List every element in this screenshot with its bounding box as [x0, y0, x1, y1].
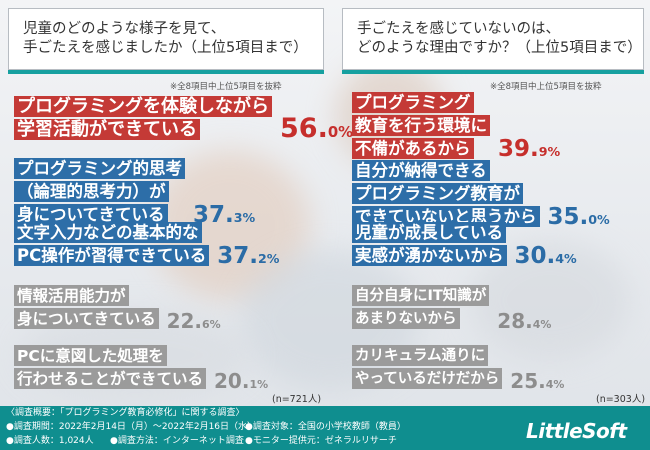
left-bar-item-3: 文字入力などの基本的な PC操作が習得できている 37.2%: [14, 222, 279, 268]
left-value-label: 56.0%: [280, 113, 354, 144]
right-category-label: 自分が納得できる プログラミング教育が できていないと思うから: [352, 160, 540, 229]
left-bar-item-5: PCに意図した処理を 行わせることができている 20.1%: [14, 345, 268, 391]
right-bar-item-2: 自分が納得できる プログラミング教育が できていないと思うから 35.0%: [352, 160, 610, 229]
left-bar-item-1: プログラミングを体験しながら 学習活動ができている 56.0%: [14, 96, 353, 142]
right-category-label: プログラミング 教育を行う環境に 不備があるから: [352, 92, 490, 161]
right-value-label: 30.4%: [514, 243, 577, 269]
right-bar-item-4: 自分自身にIT知識が あまりないから 28.4%: [352, 285, 551, 331]
right-question-title: 手ごたえを感じていないのは、 どのような理由ですか？（上位5項目まで）: [357, 21, 642, 56]
right-bar-item-5: カリキュラム通りに やっているだけだから 25.4%: [352, 345, 564, 391]
left-category-label: プログラミングを体験しながら 学習活動ができている: [14, 96, 272, 142]
left-category-label: 文字入力などの基本的な PC操作が習得できている: [14, 222, 210, 268]
left-bar-item-2: プログラミング的思考 （論理的思考力）が 身についてきている 37.3%: [14, 158, 255, 227]
left-category-label: プログラミング的思考 （論理的思考力）が 身についてきている: [14, 158, 185, 227]
left-bar-item-4: 情報活用能力が 身についてきている 22.6%: [14, 285, 221, 331]
left-sample-size: (n=721人): [272, 394, 322, 405]
right-bar-item-3: 児童が成長している 実感が湧かないから 30.4%: [352, 222, 577, 268]
right-bar-item-1: プログラミング 教育を行う環境に 不備があるから 39.9%: [352, 92, 560, 161]
survey-footer: 〈調査概要：「プログラミング教育必修化」に関する調査〉 ●調査期間：2022年2…: [0, 406, 650, 450]
left-value-label: 37.3%: [193, 202, 256, 228]
right-value-label: 28.4%: [497, 309, 552, 333]
left-note: ※全8項目中上位5項目を抜粋: [170, 82, 282, 92]
survey-monitor: ●モニター提供元：ゼネラルリサーチ: [245, 436, 397, 446]
left-question-title: 児童のどのような様子を見て、 手ごたえを感じましたか（上位5項目まで）: [23, 21, 308, 56]
survey-period: ●調査期間：2022年2月14日（月）〜2022年2月16日（水）: [6, 422, 257, 432]
survey-target: ●調査対象：全国の小学校教師（教員）: [245, 422, 406, 432]
right-category-label: カリキュラム通りに やっているだけだから: [352, 345, 503, 391]
left-value-label: 37.2%: [217, 243, 280, 269]
right-value-label: 39.9%: [498, 136, 561, 162]
left-category-label: PCに意図した処理を 行わせることができている: [14, 345, 207, 391]
right-category-label: 自分自身にIT知識が あまりないから: [352, 285, 490, 331]
left-question-box: 児童のどのような様子を見て、 手ごたえを感じましたか（上位5項目まで）: [8, 8, 324, 74]
survey-method: ●調査方法：インターネット調査: [110, 436, 244, 446]
survey-overview: 〈調査概要：「プログラミング教育必修化」に関する調査〉: [6, 408, 245, 418]
right-value-label: 25.4%: [510, 369, 565, 393]
left-value-label: 22.6%: [166, 309, 221, 333]
littlesoft-logo: LittleSoft: [526, 419, 627, 443]
right-category-label: 児童が成長している 実感が湧かないから: [352, 222, 507, 268]
right-value-label: 35.0%: [547, 204, 610, 230]
survey-count: ●調査人数：1,024人: [6, 436, 94, 446]
right-question-box: 手ごたえを感じていないのは、 どのような理由ですか？（上位5項目まで）: [342, 8, 644, 74]
left-value-label: 20.1%: [214, 369, 269, 393]
right-sample-size: (n=303人): [596, 394, 646, 405]
left-category-label: 情報活用能力が 身についてきている: [14, 285, 159, 331]
right-note: ※全8項目中上位5項目を抜粋: [490, 82, 602, 92]
